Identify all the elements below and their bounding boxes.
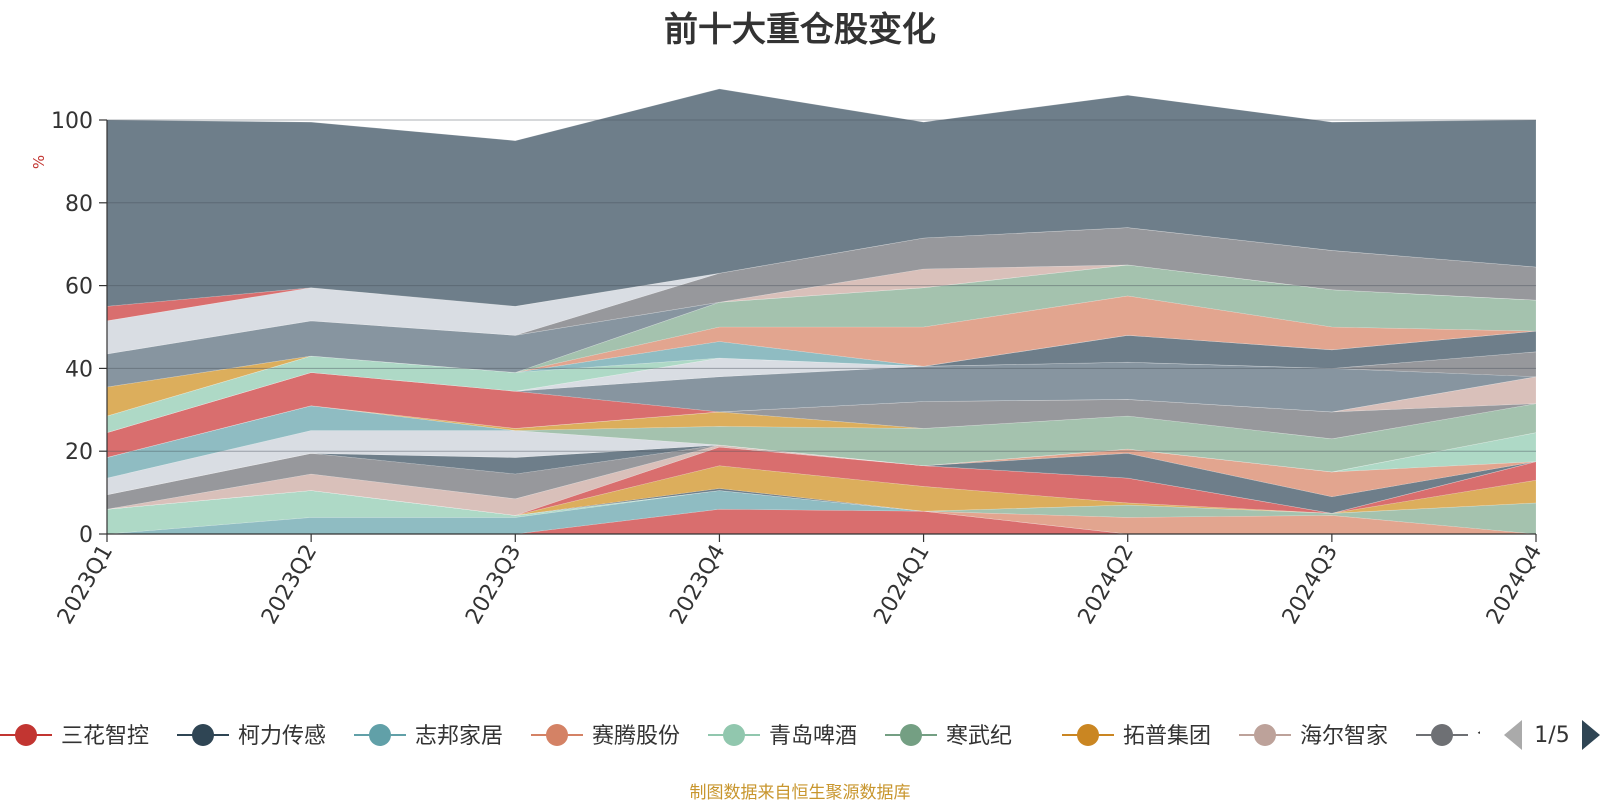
area-band-34 bbox=[106, 88, 1537, 307]
legend-items: 三花智控 柯力传感 志邦家居 赛腾股份 青岛啤酒 寒武纪 拓普集团 海尔智家 今世缘 bbox=[0, 724, 1543, 749]
x-tick-label: 2024Q3 bbox=[1278, 541, 1343, 629]
legend-pager: 1/5 bbox=[1504, 720, 1600, 750]
legend-item[interactable]: 三花智控 bbox=[0, 724, 149, 749]
x-tick-label: 2023Q2 bbox=[257, 541, 322, 629]
y-axis-label: % bbox=[30, 155, 48, 169]
x-tick-label: 2024Q4 bbox=[1482, 541, 1547, 629]
legend-label: 拓普集团 bbox=[1123, 724, 1211, 749]
legend-item[interactable]: 拓普集团 bbox=[1062, 724, 1211, 749]
legend-label: 寒武纪 bbox=[946, 724, 1012, 749]
legend-label: 三花智控 bbox=[61, 724, 149, 749]
legend-item[interactable]: 青岛啤酒 bbox=[708, 724, 857, 749]
legend-marker-icon bbox=[546, 724, 568, 746]
area-band-12 bbox=[106, 432, 1537, 495]
area-bands bbox=[106, 88, 1537, 535]
legend-item[interactable]: 志邦家居 bbox=[354, 724, 503, 749]
legend-item[interactable]: 海尔智家 bbox=[1239, 724, 1388, 749]
x-tick-label: 2024Q1 bbox=[869, 541, 934, 629]
area-band-15 bbox=[106, 403, 1537, 473]
legend-label: 赛腾股份 bbox=[592, 724, 680, 749]
legend: 三花智控 柯力传感 志邦家居 赛腾股份 青岛啤酒 寒武纪 拓普集团 海尔智家 今世缘1/5 bbox=[0, 720, 1600, 750]
y-tick-label: 100 bbox=[51, 109, 93, 134]
x-tick-label: 2023Q3 bbox=[461, 541, 526, 629]
x-tick-label: 2023Q1 bbox=[53, 541, 118, 629]
legend-label: 海尔智家 bbox=[1300, 724, 1388, 749]
legend-marker-icon bbox=[369, 724, 391, 746]
legend-label: 今世缘 bbox=[1477, 724, 1543, 749]
legend-marker-icon bbox=[1431, 724, 1453, 746]
data-source-note: 制图数据来自恒生聚源数据库 bbox=[689, 783, 911, 803]
x-tick-label: 2023Q4 bbox=[665, 541, 730, 629]
grid-lines bbox=[107, 119, 1536, 452]
chart-title: 前十大重仓股变化 bbox=[664, 10, 936, 50]
legend-marker-icon bbox=[192, 724, 214, 746]
legend-marker-icon bbox=[900, 724, 922, 746]
legend-label: 青岛啤酒 bbox=[769, 724, 857, 749]
legend-label: 志邦家居 bbox=[415, 724, 503, 749]
legend-item[interactable]: 赛腾股份 bbox=[531, 724, 680, 749]
legend-marker-icon bbox=[1077, 724, 1099, 746]
y-tick-label: 20 bbox=[65, 440, 93, 465]
legend-prev-icon[interactable] bbox=[1504, 720, 1522, 750]
legend-marker-icon bbox=[15, 724, 37, 746]
x-tick-label: 2024Q2 bbox=[1074, 541, 1139, 629]
y-tick-label: 80 bbox=[65, 192, 93, 217]
legend-page-indicator: 1/5 bbox=[1534, 723, 1569, 748]
area-band-23 bbox=[106, 330, 1537, 433]
legend-marker-icon bbox=[1254, 724, 1276, 746]
legend-item[interactable]: 今世缘 bbox=[1416, 724, 1543, 749]
y-tick-label: 60 bbox=[65, 275, 93, 300]
y-tick-label: 40 bbox=[65, 357, 93, 382]
legend-next-icon[interactable] bbox=[1582, 720, 1600, 750]
legend-label: 柯力传感 bbox=[238, 724, 326, 749]
legend-item[interactable]: 柯力传感 bbox=[177, 724, 326, 749]
legend-marker-icon bbox=[723, 724, 745, 746]
legend-item[interactable]: 寒武纪 bbox=[885, 724, 1012, 749]
y-tick-label: 0 bbox=[79, 523, 93, 548]
